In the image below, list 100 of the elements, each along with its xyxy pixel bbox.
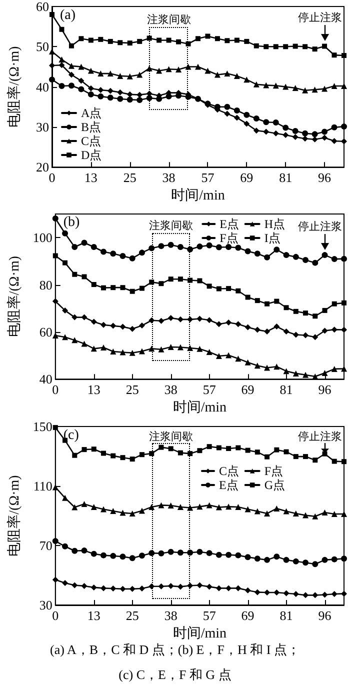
point xyxy=(90,504,97,510)
point xyxy=(90,318,97,325)
point xyxy=(129,350,136,356)
point xyxy=(82,447,87,452)
point xyxy=(149,451,154,456)
point xyxy=(303,310,308,316)
point xyxy=(49,76,55,83)
legend-label: I点 xyxy=(264,231,280,245)
point xyxy=(312,592,318,598)
point xyxy=(72,244,78,250)
point xyxy=(292,44,298,49)
point xyxy=(216,321,222,328)
point xyxy=(168,502,174,508)
point xyxy=(332,52,337,58)
point xyxy=(226,244,232,250)
point xyxy=(108,38,113,44)
point xyxy=(120,510,126,516)
point xyxy=(120,349,126,356)
point xyxy=(88,91,94,98)
point xyxy=(158,281,164,286)
point xyxy=(292,85,298,92)
legend-label: G点 xyxy=(264,478,286,492)
point xyxy=(72,504,78,510)
point xyxy=(292,510,299,517)
point xyxy=(224,38,230,44)
point xyxy=(226,552,232,558)
point xyxy=(188,451,193,456)
point xyxy=(62,334,68,340)
point xyxy=(117,72,124,79)
annotation: 停止注浆 xyxy=(298,220,342,234)
point xyxy=(236,445,241,450)
point xyxy=(129,510,136,517)
point xyxy=(177,244,184,250)
point xyxy=(100,322,106,328)
point xyxy=(120,252,126,259)
point xyxy=(136,97,143,104)
point xyxy=(341,556,347,562)
x-tick-label: 38 xyxy=(164,608,178,623)
point xyxy=(322,44,328,49)
point xyxy=(166,38,172,43)
point xyxy=(254,589,260,596)
point xyxy=(282,132,289,138)
point xyxy=(214,72,220,78)
point xyxy=(292,332,299,338)
point xyxy=(226,352,232,358)
point xyxy=(322,134,328,141)
point xyxy=(293,308,298,314)
point xyxy=(110,508,116,514)
point xyxy=(312,260,318,266)
annotation: 注浆间歇 xyxy=(148,218,193,234)
point xyxy=(341,138,347,144)
point xyxy=(216,352,222,359)
point xyxy=(158,583,164,590)
point xyxy=(302,372,309,378)
point xyxy=(72,582,78,588)
point xyxy=(72,452,78,458)
point xyxy=(244,324,251,330)
point xyxy=(292,370,299,376)
point xyxy=(130,456,135,462)
point xyxy=(206,284,212,289)
point xyxy=(254,43,259,48)
y-axis-title: 电阻率/(Ω·m) xyxy=(6,46,22,128)
point xyxy=(149,280,154,285)
x-tick-label: 69 xyxy=(240,170,254,186)
point xyxy=(107,94,114,101)
point xyxy=(196,244,203,250)
legend-label: H点 xyxy=(264,217,286,231)
point xyxy=(274,246,280,253)
point xyxy=(292,254,299,260)
x-axis-title: 时间/min xyxy=(171,188,225,204)
point xyxy=(274,298,280,304)
point xyxy=(245,448,250,453)
point xyxy=(158,550,164,556)
point xyxy=(244,506,251,512)
point xyxy=(130,288,135,294)
x-tick-label: 69 xyxy=(241,608,254,623)
point xyxy=(168,242,174,248)
point xyxy=(88,38,94,43)
point xyxy=(68,62,74,69)
point xyxy=(98,87,104,94)
point xyxy=(129,586,136,592)
point xyxy=(166,66,172,72)
point xyxy=(204,68,211,74)
point xyxy=(62,260,68,266)
point xyxy=(196,548,203,555)
point xyxy=(206,317,212,324)
point xyxy=(90,346,97,352)
point xyxy=(253,128,260,134)
point xyxy=(206,502,212,508)
point xyxy=(282,84,289,90)
point xyxy=(177,344,184,350)
point xyxy=(138,508,145,514)
point xyxy=(52,215,58,222)
text: (a) A，B，C 和 D 点；(b) E，F，H 和 I 点； xyxy=(50,641,300,659)
point xyxy=(72,548,78,554)
point xyxy=(168,446,174,452)
point xyxy=(322,509,328,516)
point xyxy=(274,505,280,512)
point xyxy=(126,96,133,103)
point xyxy=(322,308,328,313)
